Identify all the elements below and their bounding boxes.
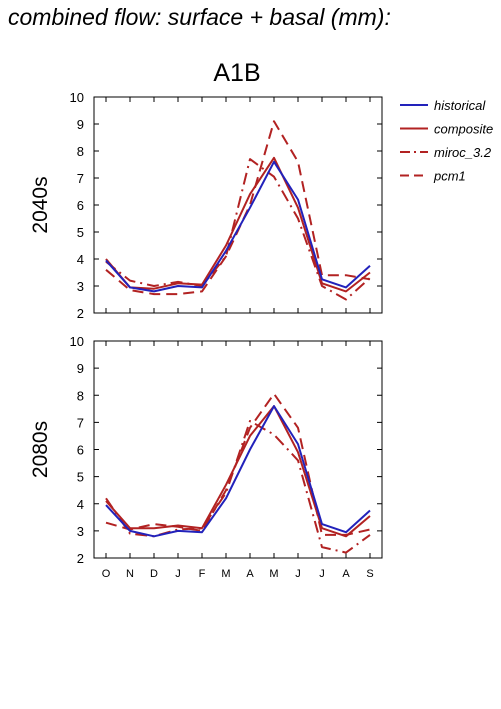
page-title: combined flow: surface + basal (mm): bbox=[8, 4, 391, 30]
x-tick-label: N bbox=[126, 568, 134, 580]
y-tick-label: 5 bbox=[77, 225, 84, 240]
scenario-label: A1B bbox=[213, 59, 260, 87]
x-tick-label: S bbox=[366, 568, 373, 580]
y-tick-label: 2 bbox=[77, 306, 84, 321]
legend-label-historical: historical bbox=[434, 98, 486, 113]
y-tick-label: 2 bbox=[77, 551, 84, 566]
x-tick-label: J bbox=[295, 568, 301, 580]
x-tick-label: A bbox=[246, 568, 254, 580]
chart-panels: 2 3 4 5 6 7 8 9 10 2040s 2 3 4 5 6 7 8 9 10 O N D J F M A M J J A S 208… bbox=[29, 90, 383, 580]
y-tick-label: 4 bbox=[77, 497, 84, 512]
panel-label: 2080s bbox=[29, 421, 52, 478]
y-tick-label: 7 bbox=[77, 415, 84, 430]
x-tick-label: F bbox=[199, 568, 206, 580]
y-tick-label: 6 bbox=[77, 198, 84, 213]
y-tick-label: 10 bbox=[70, 334, 84, 349]
series-line-pcm1 bbox=[105, 392, 371, 536]
y-tick-label: 8 bbox=[77, 144, 84, 159]
x-tick-label: M bbox=[269, 568, 278, 580]
y-tick-label: 4 bbox=[77, 252, 84, 267]
y-tick-label: 5 bbox=[77, 470, 84, 485]
y-tick-label: 6 bbox=[77, 443, 84, 458]
chart-panel-2040s: 2 3 4 5 6 7 8 9 10 2040s bbox=[29, 90, 383, 321]
y-tick-label: 3 bbox=[77, 279, 84, 294]
y-tick-label: 8 bbox=[77, 388, 84, 403]
legend-label-miroc: miroc_3.2 bbox=[434, 145, 492, 160]
legend: historical composite miroc_3.2 pcm1 bbox=[400, 98, 493, 184]
legend-label-pcm1: pcm1 bbox=[433, 169, 466, 184]
chart-panel-2080s: 2 3 4 5 6 7 8 9 10 O N D J F M A M J J A S 2080s bbox=[29, 334, 383, 580]
legend-label-composite: composite bbox=[434, 122, 493, 137]
y-tick-label: 9 bbox=[77, 117, 84, 132]
x-tick-label: O bbox=[102, 568, 111, 580]
x-tick-label: J bbox=[319, 568, 325, 580]
panel-label: 2040s bbox=[29, 176, 52, 233]
series-line-historical bbox=[105, 405, 371, 538]
series-line-miroc-3-2 bbox=[105, 420, 371, 554]
y-tick-label: 9 bbox=[77, 361, 84, 376]
series-line-composite bbox=[105, 405, 371, 538]
plot-frame bbox=[93, 340, 383, 559]
series-line-historical bbox=[105, 160, 371, 293]
series-line-miroc-3-2 bbox=[105, 158, 371, 301]
y-tick-label: 7 bbox=[77, 171, 84, 186]
y-tick-label: 3 bbox=[77, 524, 84, 539]
x-tick-label: D bbox=[150, 568, 158, 580]
x-tick-label: A bbox=[342, 568, 350, 580]
series-line-composite bbox=[105, 156, 371, 293]
x-tick-label: J bbox=[175, 568, 181, 580]
x-tick-label: M bbox=[221, 568, 230, 580]
y-tick-label: 10 bbox=[70, 90, 84, 105]
